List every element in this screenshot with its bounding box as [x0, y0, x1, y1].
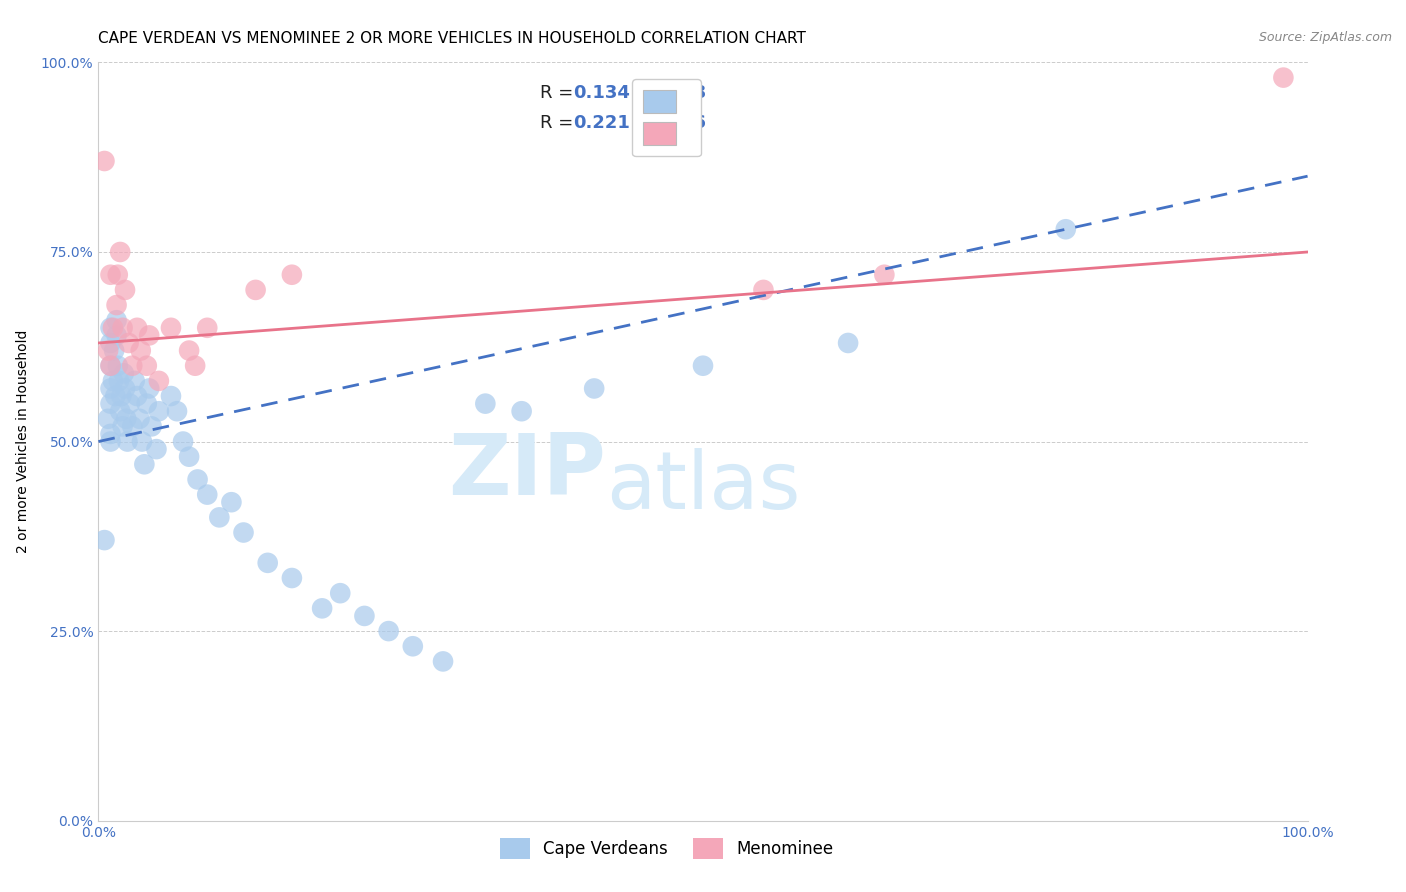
Point	[105, 298, 128, 312]
Point	[148, 404, 170, 418]
Point	[179, 343, 201, 358]
Point	[93, 153, 115, 168]
Point	[160, 389, 183, 403]
Point	[583, 382, 606, 396]
Point	[117, 434, 139, 449]
Point	[1272, 70, 1295, 85]
Point	[377, 624, 399, 639]
Point	[100, 359, 122, 373]
Point	[121, 419, 143, 434]
Point	[329, 586, 352, 600]
Point	[195, 487, 218, 501]
Point	[281, 268, 304, 282]
Point	[510, 404, 533, 418]
Point	[127, 320, 149, 334]
Point	[108, 244, 131, 259]
Point	[100, 382, 122, 396]
Point	[135, 359, 157, 373]
Point	[118, 335, 141, 350]
Text: 0.221: 0.221	[574, 114, 630, 132]
Point	[256, 556, 278, 570]
Point	[100, 427, 122, 442]
Point	[128, 412, 150, 426]
Point	[179, 450, 201, 464]
Point	[100, 434, 122, 449]
Point	[195, 320, 218, 334]
Point	[221, 495, 243, 509]
Point	[402, 639, 425, 653]
Point	[1054, 222, 1077, 236]
Text: N =: N =	[648, 84, 689, 102]
Point	[432, 655, 454, 669]
Point	[138, 328, 160, 343]
Point	[187, 473, 209, 487]
Point	[97, 343, 120, 358]
Point	[474, 396, 496, 410]
Point	[138, 382, 160, 396]
Point	[311, 601, 333, 615]
Point	[245, 283, 267, 297]
Point	[107, 268, 129, 282]
Point	[104, 389, 127, 403]
Legend: Cape Verdeans, Menominee: Cape Verdeans, Menominee	[494, 831, 841, 865]
Text: R =: R =	[540, 114, 579, 132]
Text: 58: 58	[682, 84, 706, 102]
Point	[100, 268, 122, 282]
Point	[108, 404, 131, 418]
Text: Source: ZipAtlas.com: Source: ZipAtlas.com	[1258, 31, 1392, 45]
Point	[111, 419, 134, 434]
Y-axis label: 2 or more Vehicles in Household: 2 or more Vehicles in Household	[15, 330, 30, 553]
Point	[837, 335, 859, 350]
Point	[100, 320, 122, 334]
Point	[101, 320, 124, 334]
Point	[100, 396, 122, 410]
Point	[692, 359, 714, 373]
Point	[100, 359, 122, 373]
Text: N =: N =	[648, 114, 689, 132]
Point	[148, 374, 170, 388]
Point	[135, 396, 157, 410]
Point	[110, 389, 132, 403]
Point	[115, 412, 138, 426]
Point	[118, 396, 141, 410]
Point	[103, 343, 125, 358]
Point	[873, 268, 896, 282]
Point	[129, 343, 152, 358]
Point	[108, 374, 131, 388]
Point	[131, 434, 153, 449]
Point	[145, 442, 167, 457]
Point	[114, 382, 136, 396]
Point	[105, 313, 128, 327]
Text: 0.134: 0.134	[574, 84, 630, 102]
Point	[121, 359, 143, 373]
Point	[127, 389, 149, 403]
Text: CAPE VERDEAN VS MENOMINEE 2 OR MORE VEHICLES IN HOUSEHOLD CORRELATION CHART: CAPE VERDEAN VS MENOMINEE 2 OR MORE VEHI…	[98, 31, 806, 46]
Text: atlas: atlas	[606, 448, 800, 526]
Point	[97, 412, 120, 426]
Point	[232, 525, 254, 540]
Point	[172, 434, 194, 449]
Point	[134, 458, 156, 472]
Text: 26: 26	[682, 114, 706, 132]
Point	[160, 320, 183, 334]
Point	[166, 404, 188, 418]
Point	[100, 335, 122, 350]
Point	[353, 608, 375, 623]
Point	[111, 320, 134, 334]
Point	[114, 283, 136, 297]
Point	[124, 374, 146, 388]
Point	[141, 419, 163, 434]
Point	[105, 328, 128, 343]
Text: R =: R =	[540, 84, 579, 102]
Text: ZIP: ZIP	[449, 430, 606, 514]
Point	[112, 366, 135, 380]
Point	[208, 510, 231, 524]
Point	[101, 374, 124, 388]
Point	[107, 359, 129, 373]
Point	[184, 359, 207, 373]
Point	[752, 283, 775, 297]
Point	[281, 571, 304, 585]
Point	[93, 533, 115, 548]
